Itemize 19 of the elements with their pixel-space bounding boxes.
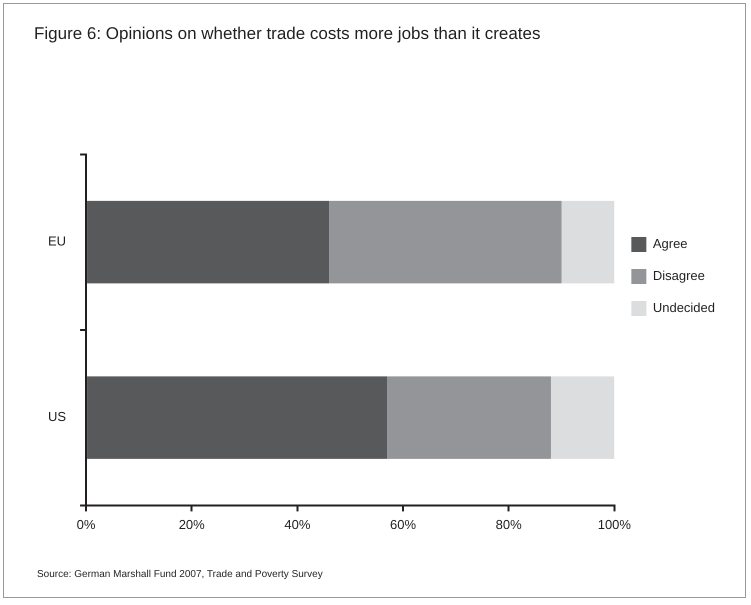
legend-label: Undecided	[652, 300, 715, 316]
x-tick-label: 100%	[598, 516, 632, 532]
x-tick-label: 20%	[178, 516, 206, 532]
bar	[562, 200, 614, 284]
source-note: Source: German Marshall Fund 2007, Trade and Poverty Survey	[37, 569, 323, 580]
legend-label: Agree	[652, 236, 688, 252]
bar	[87, 200, 330, 284]
y-tick-label: US	[48, 409, 66, 424]
x-tick-label: 80%	[496, 516, 522, 532]
x-tick-label: 0%	[76, 516, 96, 532]
bar	[550, 376, 614, 459]
y-tick-label: EU	[48, 234, 66, 249]
x-tick-label: 40%	[284, 516, 311, 532]
bar	[87, 376, 388, 459]
bar	[387, 376, 551, 459]
legend-label: Disagree	[652, 268, 705, 284]
x-tick-label: 60%	[390, 516, 416, 532]
chart-title: Figure 6: Opinions on whether trade costs more jobs than it creates	[34, 24, 540, 43]
bar	[329, 200, 562, 284]
